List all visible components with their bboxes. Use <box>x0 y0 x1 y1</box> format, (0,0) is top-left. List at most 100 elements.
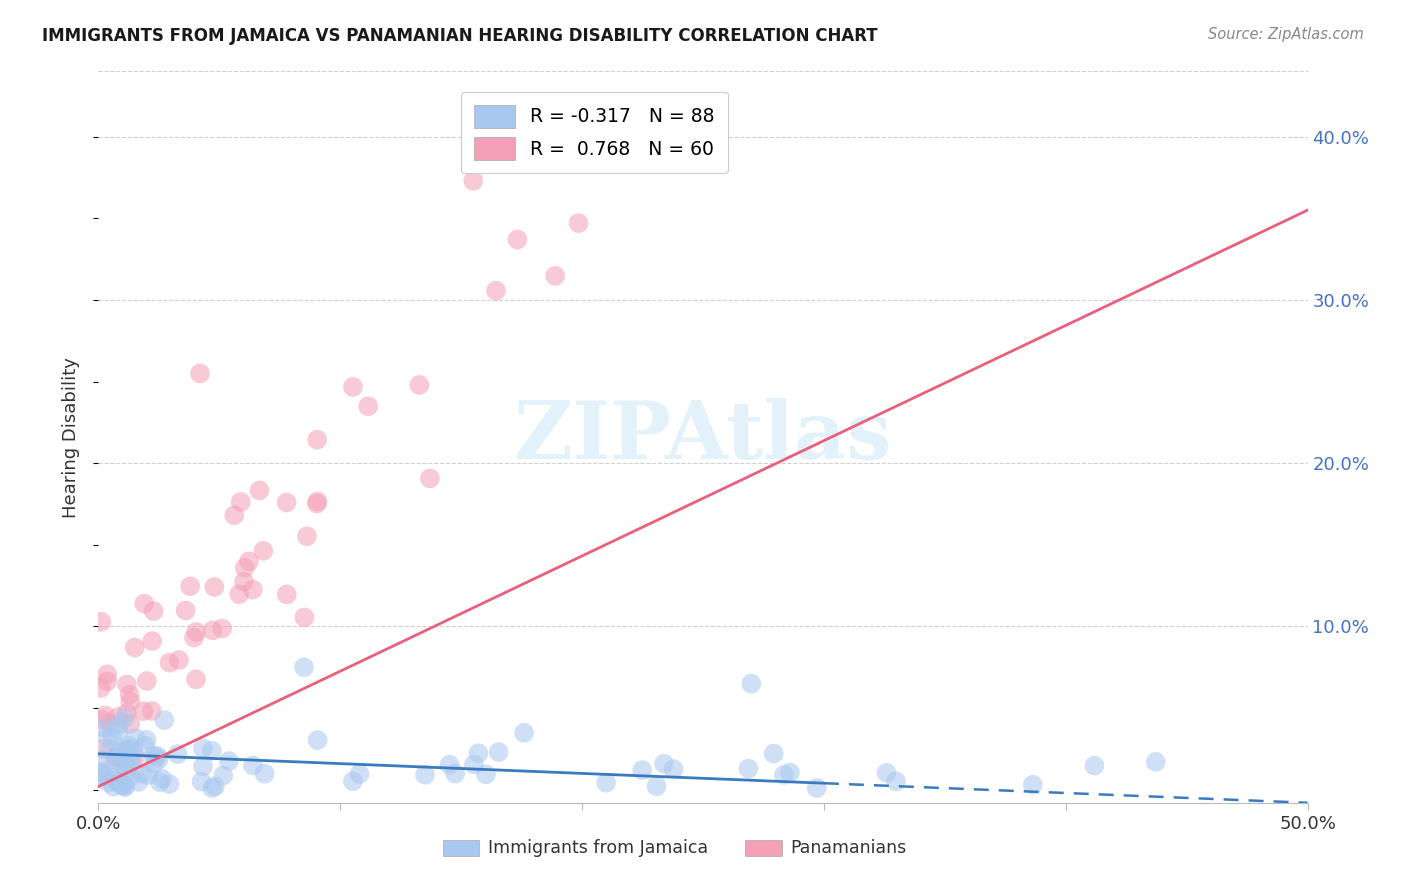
Point <box>201 624 224 638</box>
Point <box>117 743 139 757</box>
Point <box>108 717 131 731</box>
Point <box>121 755 143 769</box>
Point <box>105 750 128 764</box>
Point <box>544 268 567 283</box>
Point <box>238 554 260 568</box>
Point <box>357 399 380 413</box>
Point <box>104 753 127 767</box>
Point <box>143 756 166 771</box>
Point <box>419 471 441 485</box>
Point <box>183 631 205 645</box>
FancyBboxPatch shape <box>443 840 479 856</box>
Point <box>124 731 146 745</box>
Point <box>184 673 207 687</box>
Point <box>115 677 138 691</box>
Point <box>150 772 173 786</box>
Point <box>513 725 536 739</box>
Point <box>96 667 118 681</box>
Point <box>93 742 115 756</box>
Point <box>292 660 315 674</box>
Point <box>201 744 224 758</box>
Point <box>232 574 254 589</box>
Point <box>142 604 165 618</box>
Text: Source: ZipAtlas.com: Source: ZipAtlas.com <box>1208 27 1364 42</box>
Point <box>117 761 139 775</box>
Point <box>114 711 136 725</box>
Point <box>876 765 898 780</box>
Point <box>105 773 128 788</box>
Point <box>276 587 298 601</box>
Point <box>737 762 759 776</box>
Point <box>249 483 271 498</box>
Point <box>212 768 235 782</box>
Point <box>467 746 489 760</box>
Point <box>307 733 329 747</box>
Point <box>131 766 153 780</box>
Point <box>90 766 112 780</box>
Point <box>146 749 169 764</box>
Point <box>120 717 142 731</box>
Point <box>98 741 121 756</box>
Point <box>204 779 226 793</box>
Point <box>142 748 165 763</box>
Point <box>101 728 124 742</box>
Point <box>242 758 264 772</box>
Point <box>645 779 668 793</box>
Point <box>228 587 250 601</box>
Point <box>229 495 252 509</box>
Point <box>1083 758 1105 772</box>
Point <box>349 767 371 781</box>
Text: Immigrants from Jamaica: Immigrants from Jamaica <box>488 839 707 857</box>
Text: IMMIGRANTS FROM JAMAICA VS PANAMANIAN HEARING DISABILITY CORRELATION CHART: IMMIGRANTS FROM JAMAICA VS PANAMANIAN HE… <box>42 27 877 45</box>
Point <box>132 704 155 718</box>
Point <box>107 776 129 790</box>
Legend: R = -0.317   N = 88, R =  0.768   N = 60: R = -0.317 N = 88, R = 0.768 N = 60 <box>461 92 728 173</box>
Point <box>111 777 134 791</box>
Point <box>118 739 141 753</box>
Text: ZIPAtlas: ZIPAtlas <box>515 398 891 476</box>
Point <box>159 656 181 670</box>
Y-axis label: Hearing Disability: Hearing Disability <box>62 357 80 517</box>
Point <box>103 780 125 794</box>
Point <box>253 766 276 780</box>
Point <box>120 695 142 709</box>
Point <box>96 674 118 689</box>
Point <box>94 708 117 723</box>
Point <box>111 741 134 756</box>
Point <box>134 739 156 753</box>
Point <box>118 688 141 702</box>
Point <box>190 774 212 789</box>
Point <box>90 713 112 727</box>
Point <box>135 732 157 747</box>
Point <box>191 759 214 773</box>
Point <box>135 674 157 689</box>
Point <box>104 750 127 764</box>
Point <box>191 741 214 756</box>
Point <box>90 615 112 629</box>
Point <box>112 754 135 768</box>
Point <box>485 284 508 298</box>
Point <box>567 216 589 230</box>
Point <box>124 750 146 764</box>
Point <box>90 753 112 767</box>
Point <box>252 544 274 558</box>
Point <box>806 780 828 795</box>
Point <box>124 640 146 655</box>
Point <box>90 771 112 785</box>
Point <box>595 775 617 789</box>
Point <box>506 232 529 246</box>
Point <box>153 713 176 727</box>
Point <box>101 771 124 785</box>
Point <box>157 777 180 791</box>
Point <box>413 768 436 782</box>
Point <box>167 653 190 667</box>
Point <box>1022 778 1045 792</box>
Point <box>107 710 129 724</box>
Point <box>90 764 112 779</box>
FancyBboxPatch shape <box>745 840 782 856</box>
Point <box>740 676 762 690</box>
Point <box>762 747 785 761</box>
Point <box>93 721 115 735</box>
Point <box>307 494 329 508</box>
Point <box>97 767 120 781</box>
